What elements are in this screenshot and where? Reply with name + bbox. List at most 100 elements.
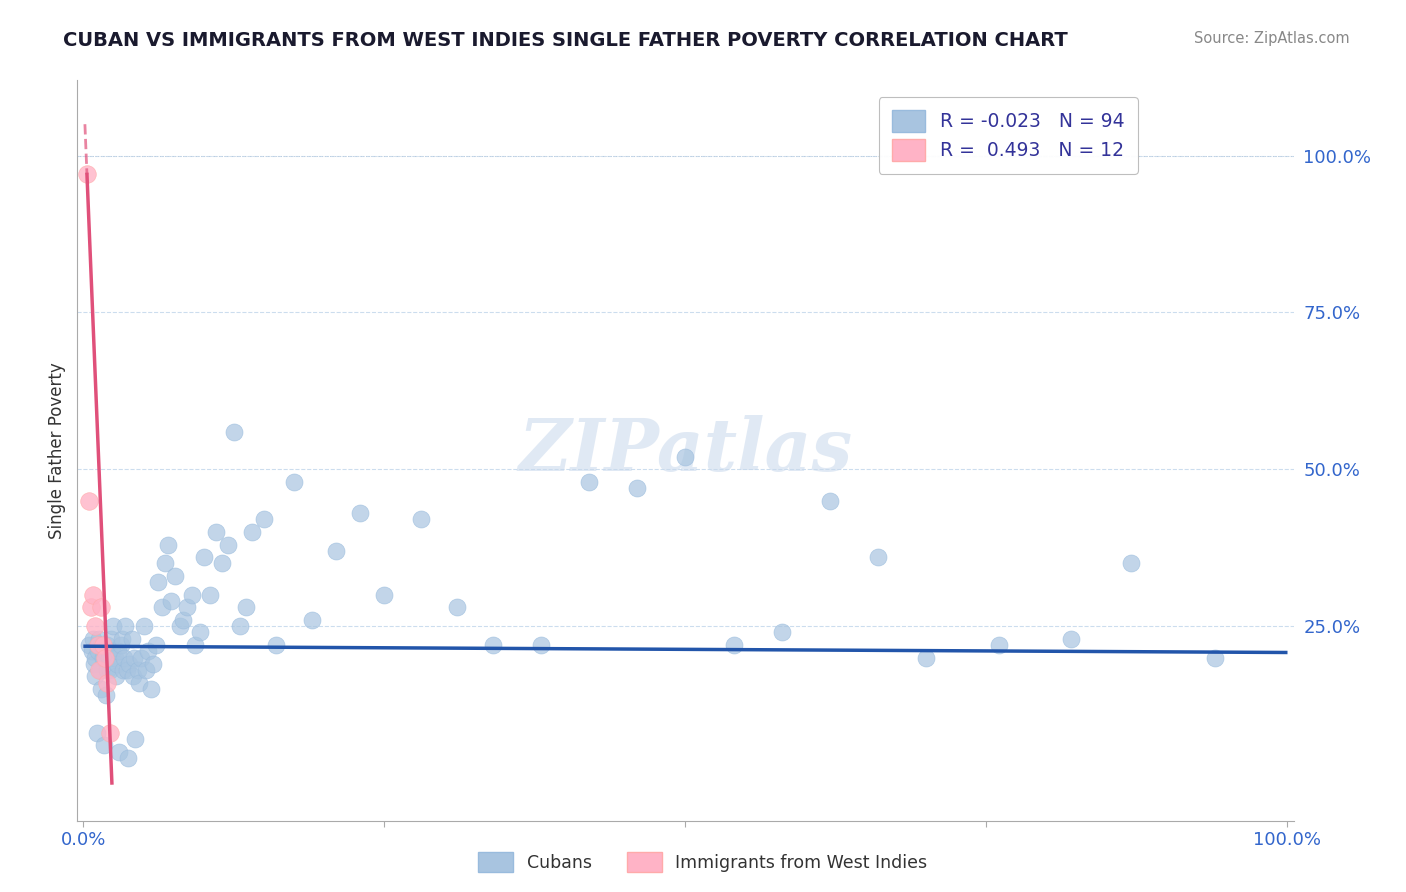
Point: [163, 569, 186, 583]
Point: [96, 675, 118, 690]
Point: [127, 663, 149, 677]
Point: [79, 638, 101, 652]
Point: [373, 588, 395, 602]
Point: [129, 650, 152, 665]
Point: [770, 625, 793, 640]
Point: [325, 544, 347, 558]
Point: [146, 575, 169, 590]
Point: [122, 650, 145, 665]
Point: [1119, 557, 1142, 571]
Point: [94, 644, 117, 658]
Point: [90, 638, 112, 652]
Point: [112, 663, 135, 677]
Point: [79, 600, 101, 615]
Point: [103, 619, 125, 633]
Point: [104, 650, 127, 665]
Point: [94, 650, 117, 665]
Point: [105, 657, 128, 671]
Y-axis label: Single Father Poverty: Single Father Poverty: [48, 362, 66, 539]
Point: [675, 450, 697, 464]
Point: [121, 669, 143, 683]
Point: [98, 726, 121, 740]
Point: [132, 619, 155, 633]
Point: [135, 663, 157, 677]
Point: [82, 588, 104, 602]
Point: [87, 663, 110, 677]
Point: [91, 638, 114, 652]
Point: [114, 619, 136, 633]
Point: [98, 663, 121, 677]
Point: [198, 588, 221, 602]
Point: [169, 619, 191, 633]
Legend: Cubans, Immigrants from West Indies: Cubans, Immigrants from West Indies: [471, 845, 935, 879]
Point: [138, 644, 160, 658]
Point: [217, 538, 239, 552]
Point: [235, 600, 257, 615]
Point: [121, 632, 143, 646]
Point: [90, 600, 112, 615]
Point: [82, 632, 104, 646]
Text: ZIPatlas: ZIPatlas: [519, 415, 852, 486]
Point: [96, 688, 118, 702]
Point: [1204, 650, 1226, 665]
Point: [349, 506, 371, 520]
Point: [84, 619, 107, 633]
Point: [180, 588, 202, 602]
Point: [176, 600, 198, 615]
Text: CUBAN VS IMMIGRANTS FROM WEST INDIES SINGLE FATHER POVERTY CORRELATION CHART: CUBAN VS IMMIGRANTS FROM WEST INDIES SIN…: [63, 31, 1069, 50]
Point: [110, 638, 132, 652]
Point: [301, 613, 323, 627]
Point: [97, 650, 120, 665]
Point: [530, 638, 553, 652]
Point: [87, 638, 110, 652]
Point: [188, 625, 211, 640]
Point: [87, 632, 110, 646]
Point: [253, 512, 276, 526]
Point: [446, 600, 468, 615]
Point: [124, 732, 146, 747]
Point: [139, 681, 162, 696]
Point: [142, 657, 165, 671]
Point: [283, 475, 305, 489]
Point: [204, 524, 226, 539]
Point: [117, 751, 139, 765]
Point: [172, 613, 194, 627]
Point: [987, 638, 1010, 652]
Point: [76, 168, 98, 182]
Point: [184, 638, 207, 652]
Point: [626, 481, 648, 495]
Point: [155, 557, 177, 571]
Point: [87, 644, 110, 658]
Point: [868, 550, 890, 565]
Point: [264, 638, 287, 652]
Point: [87, 638, 110, 652]
Point: [96, 638, 118, 652]
Point: [818, 493, 841, 508]
Point: [481, 638, 503, 652]
Point: [104, 669, 127, 683]
Point: [229, 619, 252, 633]
Point: [89, 663, 111, 677]
Point: [211, 557, 233, 571]
Point: [100, 632, 122, 646]
Point: [80, 644, 103, 658]
Point: [1060, 632, 1083, 646]
Point: [86, 726, 108, 740]
Legend: R = -0.023   N = 94, R =  0.493   N = 12: R = -0.023 N = 94, R = 0.493 N = 12: [879, 97, 1139, 174]
Text: Source: ZipAtlas.com: Source: ZipAtlas.com: [1194, 31, 1350, 46]
Point: [115, 663, 138, 677]
Point: [118, 657, 141, 671]
Point: [409, 512, 432, 526]
Point: [79, 493, 101, 508]
Point: [111, 632, 134, 646]
Point: [96, 663, 118, 677]
Point: [150, 600, 173, 615]
Point: [145, 638, 167, 652]
Point: [240, 524, 263, 539]
Point: [107, 644, 129, 658]
Point: [156, 538, 179, 552]
Point: [108, 745, 131, 759]
Point: [101, 644, 124, 658]
Point: [84, 650, 107, 665]
Point: [578, 475, 600, 489]
